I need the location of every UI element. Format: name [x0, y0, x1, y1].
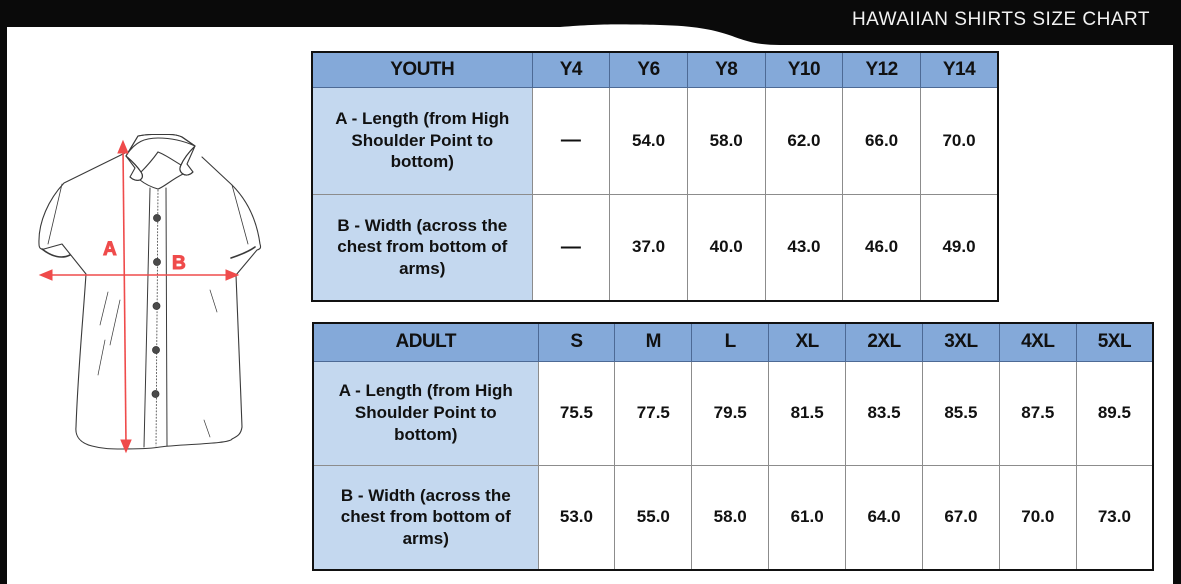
svg-text:A: A	[103, 239, 117, 260]
svg-text:B: B	[172, 253, 186, 274]
